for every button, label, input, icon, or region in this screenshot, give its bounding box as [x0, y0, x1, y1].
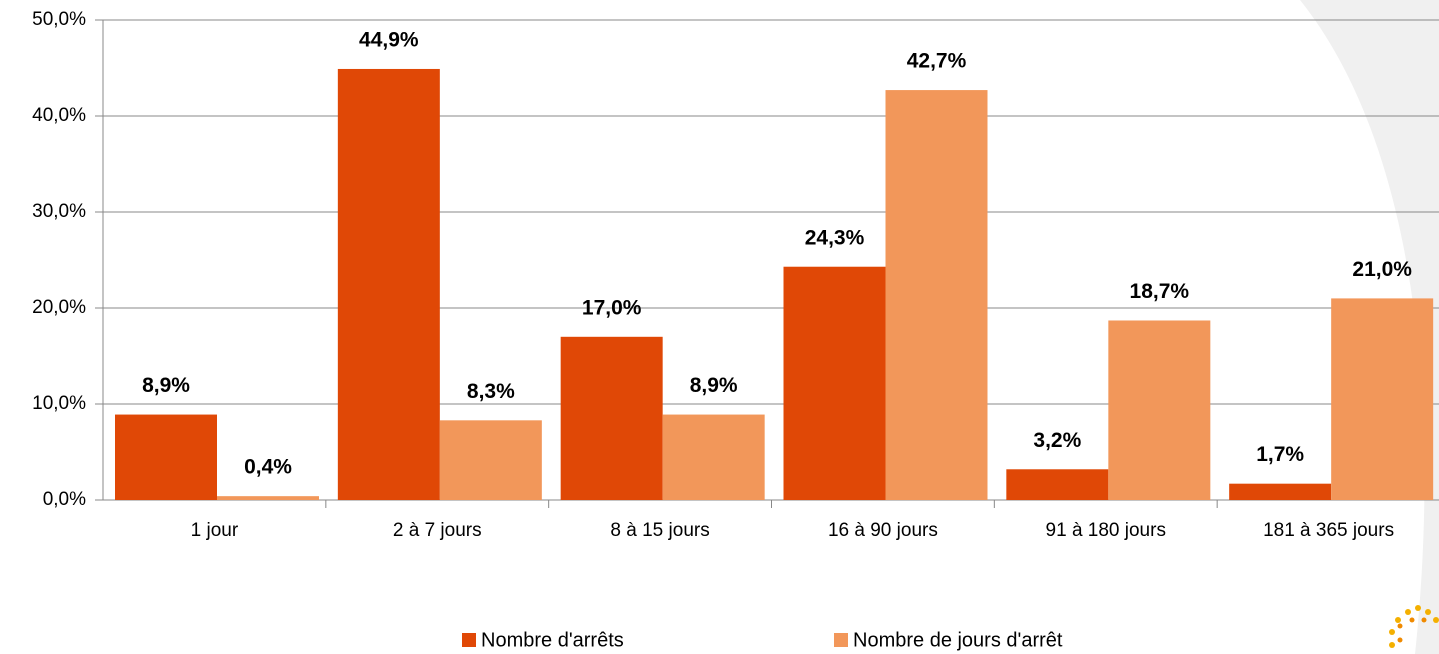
x-tick-label: 1 jour: [191, 520, 239, 541]
value-label: 42,7%: [907, 50, 967, 73]
legend-label: Nombre de jours d'arrêt: [853, 629, 1063, 651]
y-tick-label: 0,0%: [43, 489, 86, 510]
value-label: 8,9%: [690, 374, 738, 397]
y-tick-label: 50,0%: [32, 9, 86, 30]
value-label: 21,0%: [1352, 258, 1412, 281]
x-tick-label: 2 à 7 jours: [393, 520, 482, 541]
bar: [217, 496, 319, 500]
x-tick-label: 8 à 15 jours: [610, 520, 709, 541]
value-label: 3,2%: [1033, 429, 1081, 452]
bar: [560, 336, 663, 500]
logo-icon: [1389, 605, 1439, 648]
value-label: 44,9%: [359, 29, 419, 52]
bar: [1331, 298, 1434, 500]
x-tick-label: 16 à 90 jours: [828, 520, 938, 541]
background-shape: [1300, 0, 1439, 654]
x-tick-label: 91 à 180 jours: [1046, 520, 1166, 541]
bar: [662, 414, 765, 500]
value-label: 8,3%: [467, 380, 515, 403]
bar: [885, 90, 988, 500]
y-tick-label: 20,0%: [32, 297, 86, 318]
value-label: 24,3%: [805, 226, 865, 249]
bar: [1108, 320, 1211, 500]
x-tick-label: 181 à 365 jours: [1263, 520, 1394, 541]
value-label: 17,0%: [582, 296, 642, 319]
legend-swatch: [834, 633, 848, 647]
y-tick-label: 40,0%: [32, 105, 86, 126]
legend-swatch: [462, 633, 476, 647]
value-label: 8,9%: [142, 374, 190, 397]
value-label: 0,4%: [244, 456, 292, 479]
value-label: 18,7%: [1130, 280, 1190, 303]
bar: [783, 266, 886, 500]
y-tick-label: 30,0%: [32, 201, 86, 222]
legend-label: Nombre d'arrêts: [481, 629, 624, 651]
y-tick-label: 10,0%: [32, 393, 86, 414]
bar: [1229, 483, 1332, 500]
bar: [439, 420, 542, 500]
bar: [337, 68, 440, 501]
bar: [115, 414, 217, 500]
bar: [1006, 469, 1109, 500]
value-label: 1,7%: [1256, 443, 1304, 466]
